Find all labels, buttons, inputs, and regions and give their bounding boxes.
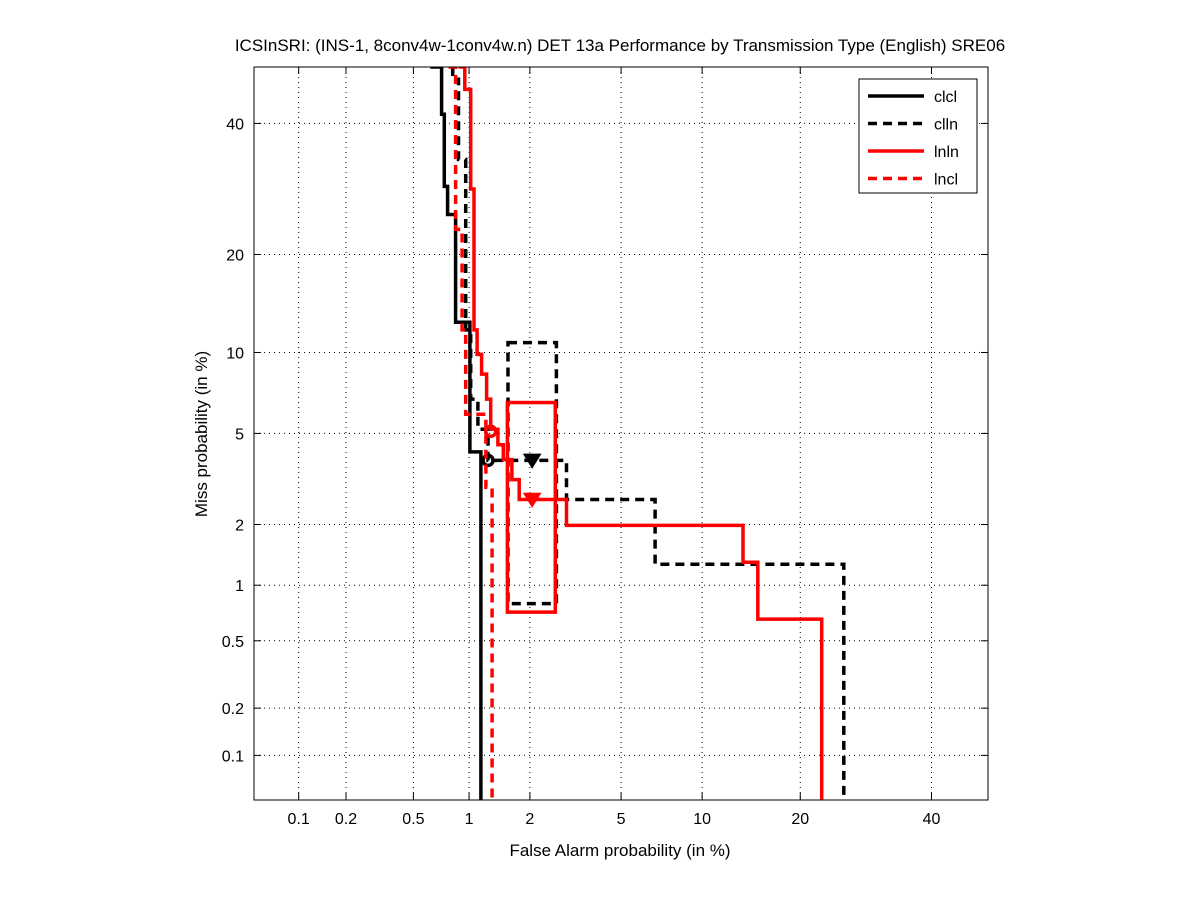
- x-tick-label: 0.2: [335, 811, 357, 828]
- x-tick-label: 0.1: [288, 811, 310, 828]
- x-tick-label: 20: [791, 811, 809, 828]
- det-curve-lnln: [458, 67, 824, 800]
- legend-label-lnln: lnln: [934, 144, 959, 161]
- legend-label-clln: clln: [934, 117, 958, 134]
- marker-triangle-clln: [522, 453, 542, 469]
- x-tick-label: 5: [617, 811, 626, 828]
- confidence-box-lnln: [505, 400, 558, 614]
- x-tick-label: 2: [525, 811, 534, 828]
- series-group: [430, 67, 846, 800]
- series-lncl: [448, 67, 498, 800]
- x-tick-label: 10: [693, 811, 711, 828]
- det-curve-clcl: [430, 67, 483, 800]
- y-axis-label: Miss probability (in %): [192, 351, 211, 517]
- y-tick-label: 20: [226, 247, 244, 264]
- legend-box: [858, 78, 978, 194]
- legend-label-lncl: lncl: [934, 172, 958, 189]
- legend: clcl clln lnln lncl: [858, 78, 978, 194]
- y-tick-label: 5: [235, 426, 244, 443]
- y-tick-label: 0.1: [222, 748, 244, 765]
- y-tick-label: 0.5: [222, 634, 244, 651]
- marker-circle-lncl: [483, 424, 498, 439]
- y-tick-label: 40: [226, 116, 244, 133]
- x-axis-label: False Alarm probability (in %): [509, 841, 730, 860]
- legend-label-clcl: clcl: [934, 89, 957, 106]
- series-clln: [450, 67, 846, 800]
- y-tick-label: 10: [226, 345, 244, 362]
- y-tick-label: 1: [235, 578, 244, 595]
- plot-area-frame: [253, 66, 989, 801]
- series-lnln: [458, 67, 824, 800]
- x-tick-label: 40: [923, 811, 941, 828]
- y-tick-label: 2: [235, 517, 244, 534]
- x-tick-label: 1: [465, 811, 474, 828]
- y-tick-label: 0.2: [222, 701, 244, 718]
- chart-title: ICSInSRI: (INS-1, 8conv4w-1conv4w.n) DET…: [235, 36, 1005, 55]
- marker-triangle-lnln: [522, 492, 542, 508]
- det-curve-clln: [450, 67, 846, 800]
- x-tick-label: 0.5: [402, 811, 424, 828]
- confidence-box-clln: [506, 340, 559, 606]
- tick-labels: 0.1 0.2 0.5 1 2 5 10 20 40 0.1 0.2 0.5 1 2 5 10 20 40: [222, 116, 941, 828]
- grid: [254, 67, 988, 800]
